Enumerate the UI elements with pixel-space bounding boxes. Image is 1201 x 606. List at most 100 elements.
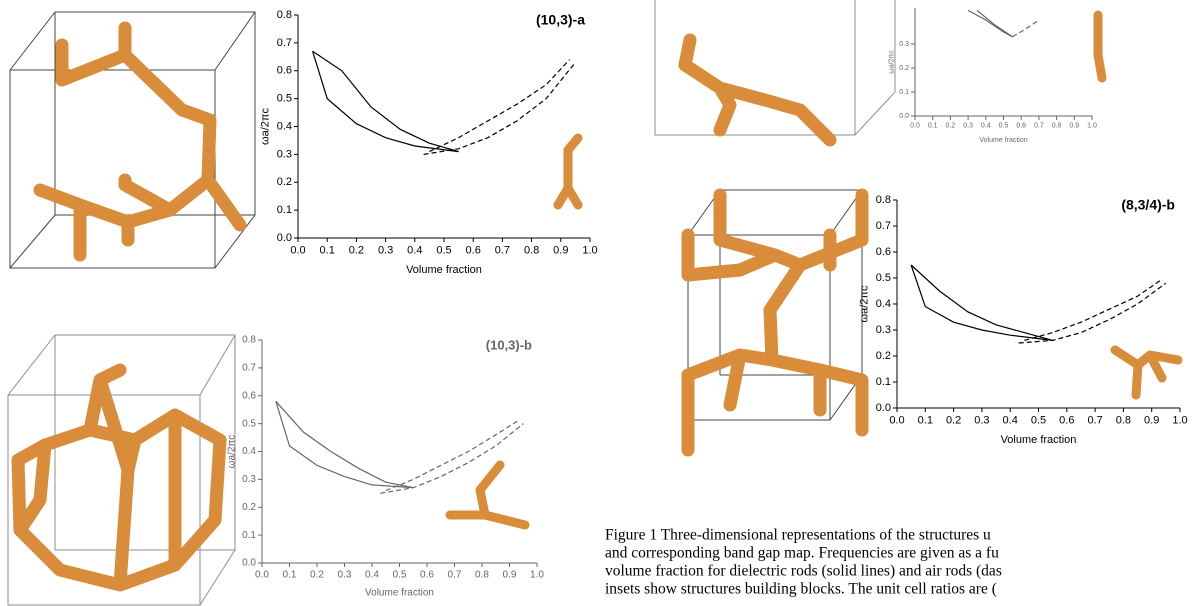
curve [423, 62, 576, 155]
x-tick-label: 0.7 [495, 245, 510, 257]
y-tick-label: 0.3 [899, 41, 909, 48]
y-tick-label: 0.5 [876, 272, 891, 284]
x-tick-label: 0.9 [1069, 122, 1079, 129]
y-tick-label: 0.6 [277, 65, 292, 77]
x-tick-label: 0.9 [553, 245, 568, 257]
x-tick-label: 0.2 [946, 122, 956, 129]
x-tick-label: 0.7 [1034, 122, 1044, 129]
x-tick-label: 0.3 [378, 245, 393, 257]
curve [275, 400, 414, 489]
y-tick-label: 0.1 [242, 530, 256, 541]
y-axis-label: ωa/2πc [260, 108, 272, 145]
y-tick-label: 0.4 [876, 298, 891, 310]
x-axis-label: Volume fraction [365, 588, 434, 599]
x-tick-label: 0.4 [981, 122, 991, 129]
caption-line: volume fraction for dielectric rods (sol… [605, 563, 1002, 580]
x-tick-label: 0.3 [338, 570, 352, 581]
y-tick-label: 0.2 [899, 65, 909, 72]
y-tick-label: 0.4 [242, 446, 256, 457]
x-tick-label: 0.8 [1052, 122, 1062, 129]
curve [1012, 19, 1040, 38]
x-tick-label: 0.2 [349, 245, 364, 257]
x-tick-label: 0.4 [407, 245, 422, 257]
y-tick-label: 0.7 [277, 37, 292, 49]
inset-block [1110, 345, 1183, 400]
x-tick-label: 0.0 [290, 245, 305, 257]
x-axis-label: Volume fraction [1001, 434, 1077, 446]
caption: Figure 1 Three-dimensional representatio… [605, 527, 1002, 598]
structure-rods [681, 188, 869, 457]
curve [976, 9, 1013, 38]
y-tick-label: 0.0 [277, 232, 292, 244]
x-axis-label: Volume fraction [979, 137, 1027, 144]
x-tick-label: 0.5 [436, 245, 451, 257]
unit-cell-b [7, 334, 236, 606]
curve [1018, 282, 1167, 344]
curve [312, 51, 459, 153]
x-tick-label: 0.5 [999, 122, 1009, 129]
y-tick-label: 0.2 [242, 502, 256, 513]
x-tick-label: 0.3 [974, 415, 989, 427]
y-tick-label: 0.3 [876, 324, 891, 336]
y-tick-label: 0.5 [277, 93, 292, 105]
structure-rods [33, 21, 247, 262]
y-tick-label: 0.3 [277, 148, 292, 160]
unit-cell-d [687, 189, 863, 421]
x-tick-label: 0.8 [524, 245, 539, 257]
x-tick-label: 0.6 [466, 245, 481, 257]
y-tick-label: 0.5 [242, 418, 256, 429]
x-tick-label: 0.0 [910, 122, 920, 129]
x-tick-label: 0.0 [889, 415, 904, 427]
y-tick-label: 0.4 [277, 120, 292, 132]
chart-title: (8,3/4)-b [1121, 197, 1175, 213]
x-tick-label: 0.6 [1059, 415, 1074, 427]
y-axis-label: ωa/2πc [859, 285, 871, 322]
x-tick-label: 0.6 [1016, 122, 1026, 129]
caption-line: Figure 1 Three-dimensional representatio… [605, 527, 991, 544]
x-tick-label: 0.2 [310, 570, 324, 581]
y-tick-label: 0.6 [876, 246, 891, 258]
x-tick-label: 1.0 [530, 570, 544, 581]
unit-cell-c [654, 0, 896, 136]
x-tick-label: 0.2 [946, 415, 961, 427]
x-tick-label: 0.1 [320, 245, 335, 257]
caption-line: and corresponding band gap map. Frequenc… [605, 545, 999, 562]
x-tick-label: 0.7 [448, 570, 462, 581]
curve [385, 420, 519, 492]
structure-rods [678, 33, 837, 147]
x-tick-label: 1.0 [582, 245, 597, 257]
x-tick-label: 1.0 [1087, 122, 1097, 129]
curve [275, 401, 414, 489]
inset-block [1093, 10, 1107, 83]
y-tick-label: 0.7 [242, 363, 256, 374]
curve [910, 264, 1053, 341]
y-tick-label: 0.2 [876, 350, 891, 362]
caption-line: insets show structures building blocks. … [605, 581, 997, 598]
x-tick-label: 0.8 [1116, 415, 1131, 427]
curve [429, 59, 571, 153]
y-tick-label: 0.1 [277, 204, 292, 216]
y-tick-label: 0.0 [899, 113, 909, 120]
x-tick-label: 0.0 [255, 570, 269, 581]
y-tick-label: 0.1 [899, 89, 909, 96]
curve [1024, 280, 1161, 341]
curve [910, 264, 1053, 341]
chart-title: (10,3)-b [486, 337, 532, 352]
x-tick-label: 0.5 [1031, 415, 1046, 427]
x-tick-label: 0.8 [475, 570, 489, 581]
x-tick-label: 0.5 [393, 570, 407, 581]
inset-block [445, 460, 530, 530]
y-tick-label: 0.0 [876, 402, 891, 414]
y-tick-label: 0.2 [277, 176, 292, 188]
y-tick-label: 0.8 [242, 335, 256, 346]
y-tick-label: 0.8 [876, 194, 891, 206]
chart-title: (10,3)-a [536, 12, 585, 28]
x-tick-label: 0.3 [963, 122, 973, 129]
x-axis-label: Volume fraction [406, 264, 482, 276]
x-tick-label: 0.9 [503, 570, 517, 581]
x-tick-label: 1.0 [1172, 415, 1187, 427]
inset-block [553, 133, 583, 210]
y-tick-label: 0.7 [876, 220, 891, 232]
y-axis-label: ωa/2πc [227, 435, 238, 469]
